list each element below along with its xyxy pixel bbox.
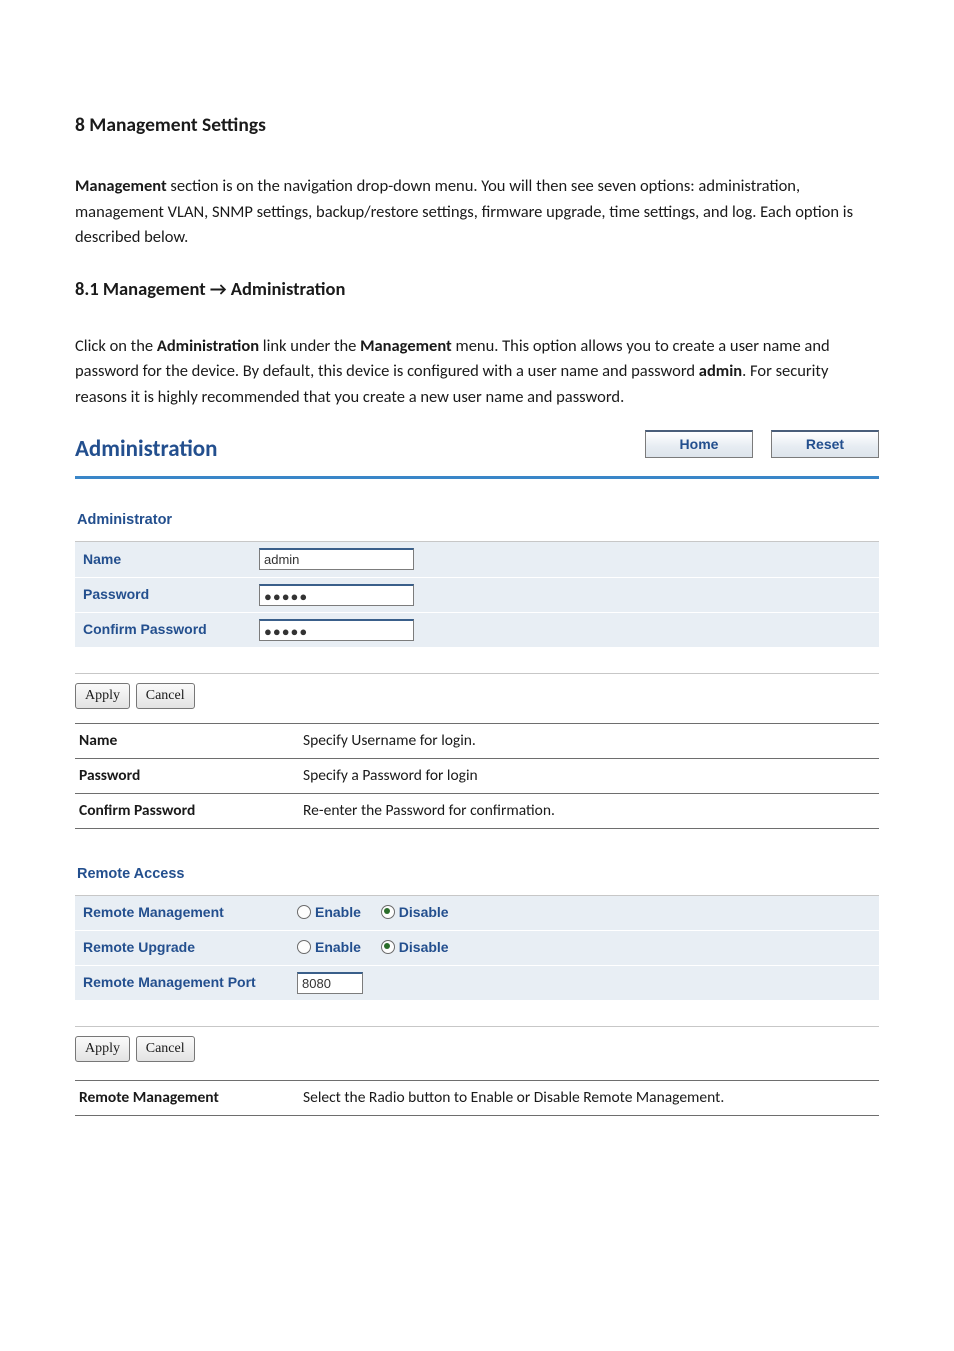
desc-row-label: Password bbox=[75, 758, 299, 793]
sub-b2: Management bbox=[360, 336, 452, 356]
intro-paragraph: Management section is on the navigation … bbox=[75, 174, 879, 251]
admin-desc-table: Name Specify Username for login. Passwor… bbox=[75, 723, 879, 829]
name-label: Name bbox=[75, 542, 251, 577]
ru-disable-radio[interactable] bbox=[381, 940, 395, 954]
remote-desc-table: Remote Management Select the Radio butto… bbox=[75, 1080, 879, 1116]
desc-row-text: Re-enter the Password for confirmation. bbox=[299, 793, 879, 828]
administrator-section-label: Administrator bbox=[77, 509, 879, 531]
desc-row-label: Name bbox=[75, 723, 299, 758]
password-input[interactable]: ●●●●● bbox=[259, 584, 414, 606]
confirm-password-input[interactable]: ●●●●● bbox=[259, 619, 414, 641]
sub-intro-paragraph: Click on the Administration link under t… bbox=[75, 334, 879, 411]
rm-disable-text: Disable bbox=[399, 904, 449, 920]
reset-button[interactable]: Reset bbox=[771, 430, 879, 458]
sub-t2: link under the bbox=[259, 336, 360, 356]
sub-t1: Click on the bbox=[75, 336, 157, 356]
sub-b3: admin bbox=[699, 361, 742, 381]
apply-button-2[interactable]: Apply bbox=[75, 1036, 130, 1062]
cancel-button-2[interactable]: Cancel bbox=[136, 1036, 195, 1062]
panel-title: Administration bbox=[75, 428, 218, 478]
desc-row-label: Remote Management bbox=[75, 1081, 299, 1116]
remote-management-label: Remote Management bbox=[75, 896, 289, 930]
rm-enable-text: Enable bbox=[315, 904, 361, 920]
admin-panel: Administration Home Reset Administrator … bbox=[75, 428, 879, 708]
desc-row-text: Specify Username for login. bbox=[299, 723, 879, 758]
desc-row-label: Confirm Password bbox=[75, 793, 299, 828]
heading-8-1: 8.1 Management → Administration bbox=[75, 275, 879, 304]
password-label: Password bbox=[75, 578, 251, 613]
ru-enable-radio[interactable] bbox=[297, 940, 311, 954]
intro-bold: Management bbox=[75, 176, 167, 196]
remote-port-label: Remote Management Port bbox=[75, 965, 289, 1000]
heading-8: 8 Management Settings bbox=[75, 110, 879, 140]
remote-form-table: Remote Management Enable Disable Remote … bbox=[75, 896, 879, 1000]
cancel-button-1[interactable]: Cancel bbox=[136, 683, 195, 709]
home-button[interactable]: Home bbox=[645, 430, 753, 458]
intro-rest: section is on the navigation drop-down m… bbox=[75, 176, 853, 247]
rm-enable-radio[interactable] bbox=[297, 905, 311, 919]
remote-port-input[interactable] bbox=[297, 972, 363, 994]
remote-access-section-label: Remote Access bbox=[77, 863, 879, 885]
sub-b1: Administration bbox=[157, 336, 259, 356]
gray-divider bbox=[75, 673, 879, 674]
name-input[interactable] bbox=[259, 548, 414, 570]
gray-divider bbox=[75, 1026, 879, 1027]
desc-row-text: Specify a Password for login bbox=[299, 758, 879, 793]
desc-row-text: Select the Radio button to Enable or Dis… bbox=[299, 1081, 879, 1116]
rm-disable-radio[interactable] bbox=[381, 905, 395, 919]
admin-form-table: Name Password ●●●●● Confirm Password ●●●… bbox=[75, 542, 879, 647]
confirm-password-label: Confirm Password bbox=[75, 613, 251, 648]
ru-disable-text: Disable bbox=[399, 939, 449, 955]
apply-button-1[interactable]: Apply bbox=[75, 683, 130, 709]
ru-enable-text: Enable bbox=[315, 939, 361, 955]
remote-upgrade-label: Remote Upgrade bbox=[75, 930, 289, 965]
